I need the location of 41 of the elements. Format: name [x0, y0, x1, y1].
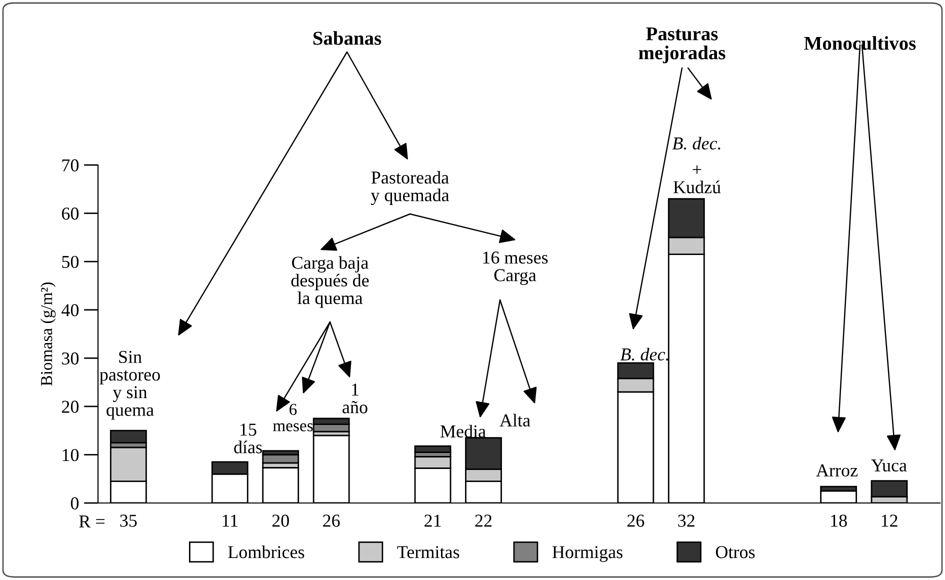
x-tick-label: 20	[272, 514, 289, 527]
y-tick-label: 20	[62, 400, 79, 413]
text: B. dec.	[672, 136, 720, 150]
text: Sabanas	[313, 31, 382, 45]
y-tick-label: 60	[62, 208, 79, 220]
x-tick-label: 26	[323, 514, 340, 527]
legend-label: Otros	[716, 546, 755, 558]
annotation: 16 meses Carga	[483, 252, 548, 286]
legend-label: Termitas	[397, 546, 460, 558]
annotation: 15 días	[234, 424, 262, 454]
text: R =	[79, 516, 104, 528]
annotation: 1 año	[342, 384, 368, 414]
annotation: + Kudzú	[673, 165, 721, 194]
text: Monocultivos	[804, 36, 916, 50]
legend-label: Hormigas	[552, 546, 622, 562]
annotation: Sin pastoreo y sin quema	[100, 350, 160, 420]
annotation: B. dec.	[620, 348, 668, 361]
y-axis-title: Biomasa (g/m²)	[40, 282, 56, 386]
y-tick-label: 40	[62, 304, 79, 316]
annotation: Yuca	[871, 460, 907, 472]
y-tick-label: 0	[70, 497, 79, 510]
legend-label: Lombrices	[228, 546, 304, 558]
x-tick-label: 26	[627, 514, 644, 527]
y-tick-label: 70	[62, 159, 79, 172]
x-tick-label: 35	[120, 514, 137, 527]
x-tick-label: 18	[831, 514, 847, 527]
annotation: Carga baja después de la quema	[291, 256, 369, 308]
x-tick-label: 11	[222, 514, 238, 527]
y-tick-label: 10	[62, 448, 79, 462]
x-tick-label: 12	[882, 514, 898, 527]
annotation: 6 meses	[272, 404, 313, 432]
text: Pasturas mejoradas	[638, 27, 726, 64]
annotation: Alta	[500, 414, 530, 427]
x-tick-label: 22	[475, 514, 492, 527]
x-tick-label: 32	[678, 514, 694, 527]
x-tick-label: 21	[424, 514, 441, 527]
y-tick-label: 30	[62, 352, 79, 365]
annotation: Arroz	[816, 464, 858, 477]
annotation: Media	[440, 424, 486, 438]
annotation: Pastoreada y quemada	[370, 170, 450, 206]
y-tick-label: 50	[62, 256, 79, 268]
